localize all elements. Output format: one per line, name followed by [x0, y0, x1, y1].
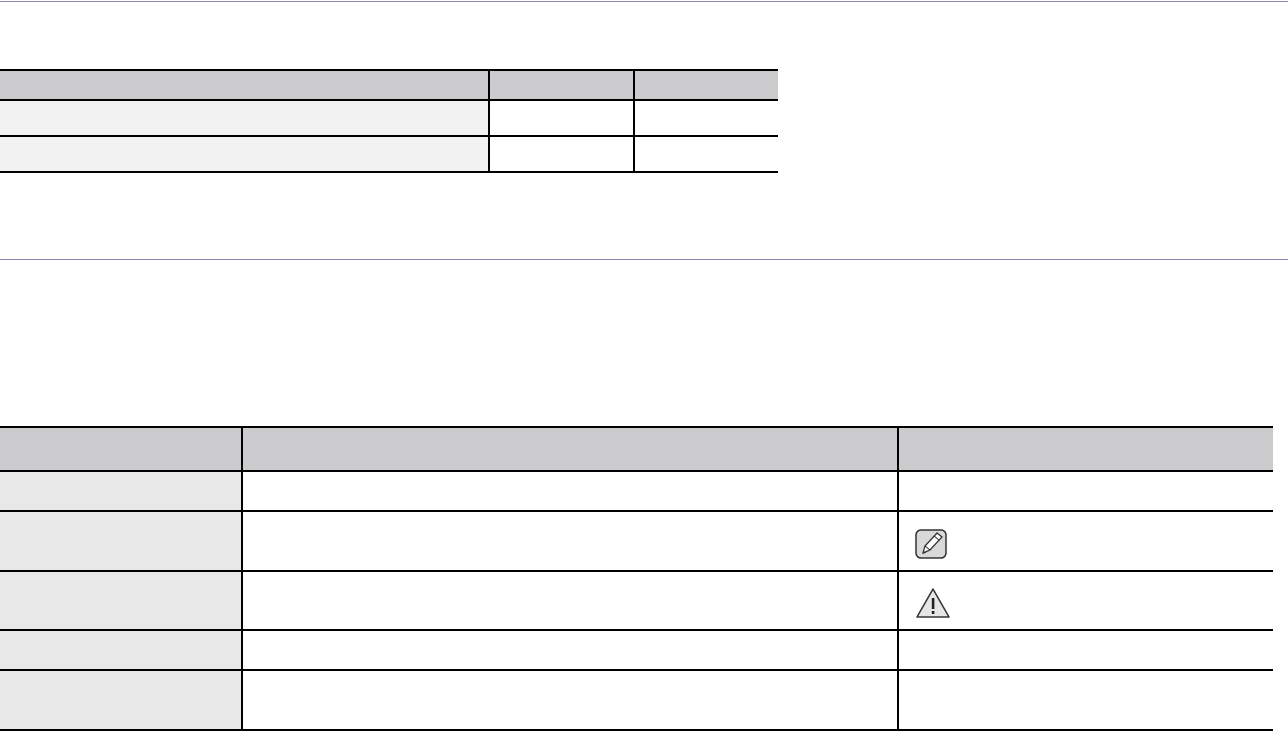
table-row [0, 629, 1273, 671]
value-cell [633, 135, 778, 173]
header-cell [0, 426, 242, 472]
table-row [0, 99, 778, 137]
note-pencil-icon [915, 528, 947, 564]
value-cell [633, 99, 778, 137]
description-cell [241, 629, 898, 671]
table-row [0, 669, 1273, 731]
label-cell [0, 629, 242, 671]
top-section-rule [0, 1, 1288, 2]
label-cell [0, 99, 489, 137]
table-2 [0, 426, 1273, 731]
table-1-header-row [0, 69, 778, 101]
icon-cell [897, 470, 1273, 512]
table-row [0, 510, 1273, 572]
table-2-header-row [0, 426, 1273, 472]
label-cell [0, 570, 242, 631]
label-cell [0, 470, 242, 512]
table-row [0, 135, 778, 173]
icon-cell [897, 570, 1273, 631]
icon-cell [897, 629, 1273, 671]
section-divider-rule [0, 259, 1288, 260]
header-cell [241, 426, 898, 472]
header-cell [488, 69, 634, 101]
caution-triangle-icon [915, 587, 951, 624]
value-cell [488, 99, 634, 137]
description-cell [241, 510, 898, 572]
label-cell [0, 135, 489, 173]
value-cell [488, 135, 634, 173]
table-row [0, 470, 1273, 512]
description-cell [241, 669, 898, 731]
table-row [0, 570, 1273, 631]
label-cell [0, 510, 242, 572]
header-cell [0, 69, 489, 101]
header-cell [633, 69, 778, 101]
description-cell [241, 570, 898, 631]
label-cell [0, 669, 242, 731]
icon-cell [897, 510, 1273, 572]
header-cell [897, 426, 1273, 472]
description-cell [241, 470, 898, 512]
table-1 [0, 69, 778, 173]
icon-cell [897, 669, 1273, 731]
